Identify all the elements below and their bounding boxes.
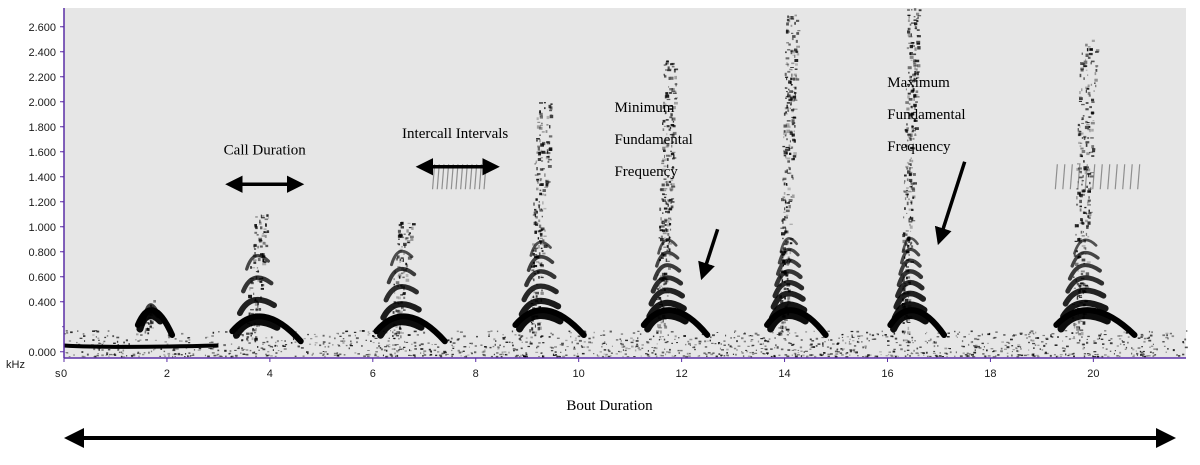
- x-tick-label: 2: [164, 368, 170, 380]
- minimum-fundamental-frequency-label-line: Fundamental: [614, 132, 692, 148]
- baseline-trace: [63, 343, 219, 349]
- call-7: [887, 8, 948, 338]
- y-tick-label: 2.200: [28, 72, 56, 84]
- maximum-fundamental-frequency-label-line: Frequency: [887, 139, 951, 155]
- y-tick-label: 1.200: [28, 197, 56, 209]
- y-tick-label: 2.000: [28, 97, 56, 109]
- maximum-fundamental-frequency-arrow: [934, 161, 967, 246]
- maximum-fundamental-frequency-label-line: Fundamental: [887, 107, 965, 123]
- y-unit-label: kHz: [6, 359, 25, 371]
- call-6: [764, 14, 829, 338]
- call-5: [640, 60, 711, 338]
- y-tick-label: 2.600: [28, 22, 56, 34]
- minimum-fundamental-frequency-label-line: Frequency: [614, 164, 678, 180]
- y-tick-label: 0.600: [28, 272, 56, 284]
- x-unit-label: s: [55, 368, 61, 380]
- x-tick-label: 20: [1087, 368, 1099, 380]
- maximum-fundamental-frequency-annotation: Maximum Fundamental Frequency: [887, 75, 967, 246]
- x-tick-label: 12: [675, 368, 687, 380]
- call-duration-annotation: Call Duration: [224, 142, 307, 193]
- x-tick-label: 8: [473, 368, 479, 380]
- y-tick-label: 0.000: [28, 347, 56, 359]
- intercall-intervals-annotation: Intercall Intervals: [402, 126, 508, 176]
- x-tick-label: 18: [984, 368, 996, 380]
- annotation-layer: Call Duration Intercall Intervals Minimum F…: [224, 75, 967, 281]
- noise-band: [64, 330, 1188, 358]
- x-tick-label: 4: [267, 368, 273, 380]
- x-tick-label: 10: [573, 368, 585, 380]
- upper-band-trace-2: [1054, 164, 1141, 190]
- intercall-intervals-label-line: Intercall Intervals: [402, 126, 508, 142]
- x-tick-label: 0: [61, 368, 67, 380]
- minimum-fundamental-frequency-label-line: Minimum: [614, 100, 674, 116]
- minimum-fundamental-frequency-arrow: [698, 228, 720, 281]
- x-tick-label: 14: [778, 368, 790, 380]
- y-tick-label: 1.000: [28, 222, 56, 234]
- call-3: [373, 221, 448, 345]
- minimum-fundamental-frequency-annotation: Minimum Fundamental Frequency: [614, 100, 720, 281]
- x-axis-title: Bout Duration: [566, 398, 653, 414]
- axis-layer: 0.000 0.400 0.600 0.800 1.000 1.200 1.400 1.600…: [6, 8, 1186, 448]
- x-tick-label: 6: [370, 368, 376, 380]
- y-tick-label: 1.600: [28, 147, 56, 159]
- call-8: [1053, 39, 1138, 338]
- call-duration-label-line: Call Duration: [224, 142, 307, 158]
- y-tick-label: 1.800: [28, 122, 56, 134]
- y-tick-label: 0.800: [28, 247, 56, 259]
- y-tick-label: 0.400: [28, 297, 56, 309]
- call-1: [134, 300, 176, 338]
- y-tick-label: 2.400: [28, 47, 56, 59]
- call-2: [229, 214, 304, 345]
- call-4: [512, 102, 587, 338]
- maximum-fundamental-frequency-label-line: Maximum: [887, 75, 950, 91]
- y-tick-label: 1.400: [28, 172, 56, 184]
- x-tick-label: 16: [881, 368, 893, 380]
